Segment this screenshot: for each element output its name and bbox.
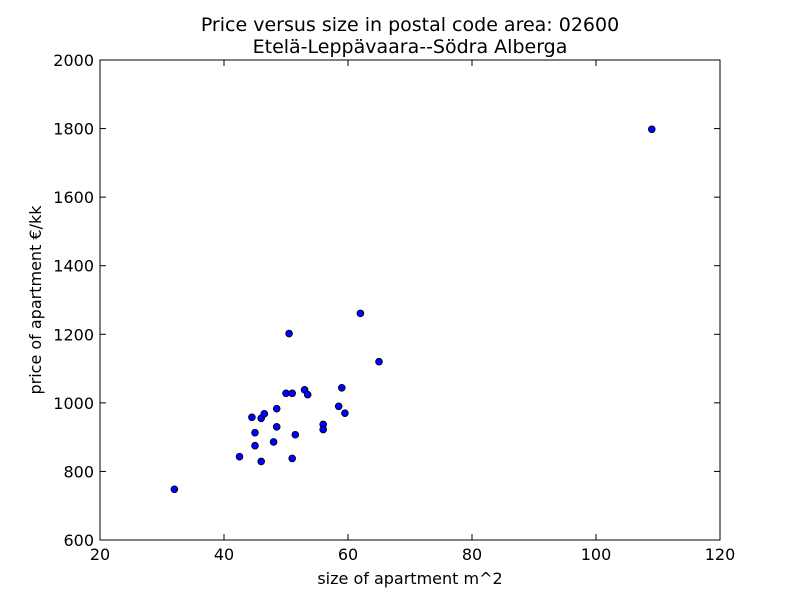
y-tick-label: 1400 <box>53 257 94 276</box>
y-tick-label: 600 <box>63 531 94 550</box>
y-axis-label: price of apartment €/kk <box>26 205 45 395</box>
scatter-point <box>285 329 293 338</box>
scatter-point <box>337 383 346 392</box>
x-axis-label: size of apartment m^2 <box>317 569 502 588</box>
scatter-points <box>170 125 656 494</box>
scatter-point <box>248 413 256 422</box>
y-tick-label: 1800 <box>53 120 94 139</box>
chart-subtitle: Etelä-Leppävaara--Södra Alberga <box>253 36 568 58</box>
axis-ticks: 20 40 60 80 100 120 600 800 1000 1200 1400 1600 1800… <box>53 51 735 564</box>
scatter-point <box>319 425 328 434</box>
scatter-point <box>260 410 269 418</box>
x-tick-label: 100 <box>581 545 612 564</box>
scatter-point <box>235 452 244 461</box>
scatter-point <box>334 402 343 411</box>
y-tick-label: 1200 <box>53 325 94 344</box>
scatter-point <box>269 438 278 446</box>
scatter-point <box>251 441 259 450</box>
x-tick-label: 40 <box>214 545 234 564</box>
x-tick-label: 80 <box>462 545 482 564</box>
y-tick-label: 800 <box>63 462 94 481</box>
scatter-point <box>288 454 297 463</box>
scatter-point <box>272 404 281 413</box>
scatter-point <box>647 125 656 134</box>
scatter-point <box>291 430 300 439</box>
y-tick-label: 2000 <box>53 51 94 70</box>
chart-title: Price versus size in postal code area: 0… <box>201 14 619 36</box>
scatter-point <box>170 485 179 494</box>
x-tick-label: 20 <box>90 545 110 564</box>
y-tick-label: 1600 <box>53 188 94 207</box>
scatter-point <box>272 423 281 431</box>
plot-area <box>99 59 721 541</box>
scatter-point <box>356 309 365 318</box>
scatter-point <box>282 389 290 398</box>
scatter-point <box>251 428 259 437</box>
y-tick-label: 1000 <box>53 394 94 413</box>
scatter-point <box>257 457 266 466</box>
x-tick-label: 60 <box>338 545 358 564</box>
scatter-point <box>375 357 383 366</box>
scatter-point <box>341 409 349 417</box>
scatter-point <box>288 389 297 398</box>
x-tick-label: 120 <box>705 545 736 564</box>
scatter-point <box>303 390 312 399</box>
